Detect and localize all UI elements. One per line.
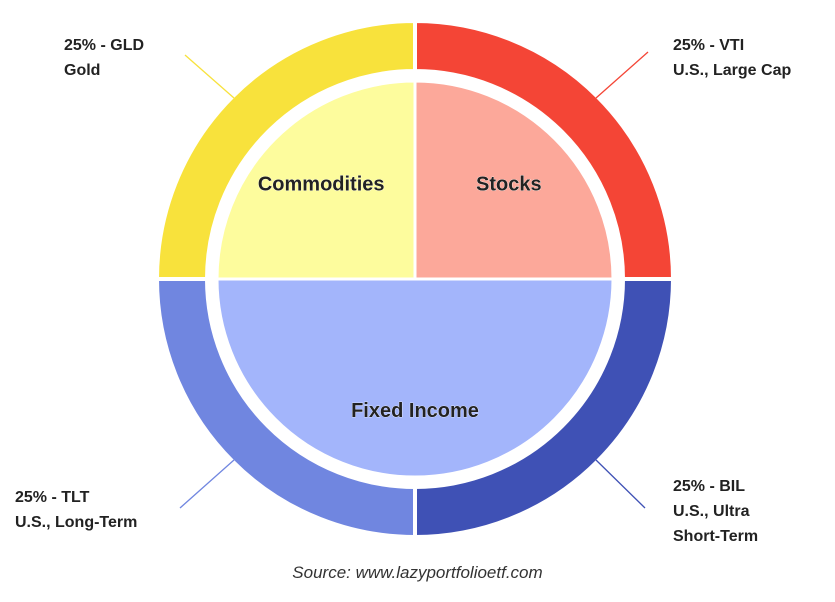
value-label: 25% - VTI (673, 37, 745, 54)
source: Source: www.lazyportfolioetf.com (292, 563, 543, 582)
description: U.S., Ultra Short-Term (673, 503, 759, 545)
outer-label: 25% - VTI U.S., Large Cap (673, 33, 835, 83)
leader-line (184, 54, 235, 99)
description: Gold (64, 62, 101, 79)
value-label: 25% - GLD (64, 37, 145, 54)
leader-line (595, 51, 649, 99)
inner-label: Stocks (476, 173, 542, 195)
inner-slice (215, 79, 417, 281)
description: U.S., Large Cap (673, 62, 792, 79)
outer-label: 25% - BIL U.S., Ultra Short-Term (673, 474, 783, 549)
outer-label: 25% - TLT U.S., Long-Term (15, 485, 185, 535)
leader-line (595, 459, 646, 509)
description: U.S., Long-Term (15, 514, 138, 531)
value-label: 25% - BIL (673, 478, 746, 495)
inner-label: Fixed Income (351, 400, 479, 422)
inner-slice (215, 277, 615, 479)
leader-line (179, 459, 235, 509)
outer-slice (155, 19, 417, 281)
outer-label: 25% - GLD Gold (64, 33, 234, 83)
inner-label: Commodities (258, 173, 385, 195)
value-label: 25% - TLT (15, 489, 90, 506)
inner-slice (413, 79, 615, 281)
